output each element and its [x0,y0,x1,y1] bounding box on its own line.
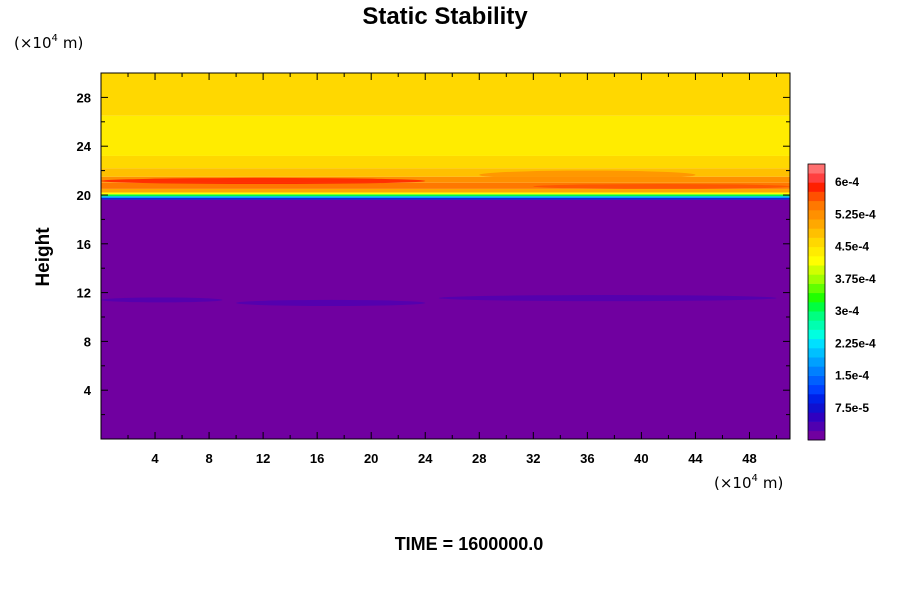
chart-title: Static Stability [362,3,528,30]
colorbar-segment-8 [808,357,825,367]
colorbar-segment-16 [808,283,825,294]
x-tick-label-1: 8 [205,451,212,466]
colorbar-segment-26 [808,191,825,202]
colorbar-segment-23 [808,219,825,229]
field-layer-4 [101,192,790,195]
x-tick-label-11: 48 [742,451,756,466]
colorbar-segment-9 [808,348,825,358]
heatmap-plot-area [101,73,790,439]
field-layer-8 [101,168,790,177]
y-axis-title: Height [33,227,54,287]
colorbar-segment-22 [808,228,825,238]
colorbar-segment-7 [808,366,825,376]
field-feature-2 [533,184,790,189]
colorbar-segment-10 [808,338,825,349]
colorbar-frame [807,163,826,441]
colorbar-segment-17 [808,274,825,284]
colorbar-segment-14 [808,302,825,312]
y-tick-label-4: 20 [77,188,91,203]
field-feature-1 [479,170,696,180]
field-feature-3 [101,297,223,303]
colorbar-tick-label-4: 3.75e-4 [835,272,876,286]
y-tick-label-3: 16 [77,237,91,252]
x-tick-label-10: 44 [688,451,703,466]
y-unit-label: (×104 m) [14,33,83,52]
x-tick-label-6: 28 [472,451,486,466]
colorbar-segment-12 [808,320,825,330]
field-layer-9 [101,155,790,169]
y-tick-label-6: 28 [77,90,91,105]
colorbar-segment-0 [808,430,825,441]
colorbar-tick-label-1: 1.5e-4 [835,369,869,383]
field-layer-0 [101,199,790,439]
y-tick-label-5: 24 [77,139,92,154]
colorbar-tick-label-2: 2.25e-4 [835,336,876,350]
colorbar-segment-15 [808,292,825,303]
colorbar-segment-11 [808,329,825,340]
colorbar-segment-5 [808,384,825,395]
colorbar-segment-18 [808,265,825,275]
colorbar-tick-label-3: 3e-4 [835,304,859,318]
colorbar-tick-label-6: 5.25e-4 [835,207,876,221]
y-tick-label-0: 4 [84,383,92,398]
field-layer-10 [101,115,790,156]
x-tick-label-8: 36 [580,451,594,466]
colorbar-segment-29 [808,164,825,174]
colorbar-segment-24 [808,210,825,220]
x-tick-label-7: 32 [526,451,540,466]
field-layer-7 [101,176,790,183]
field-layer-3 [101,194,790,197]
field-layer-1 [101,198,790,200]
colorbar-segment-20 [808,246,825,257]
x-tick-label-2: 12 [256,451,270,466]
field-feature-0 [101,177,426,185]
colorbar-segment-13 [808,311,825,321]
field-feature-4 [236,299,426,307]
colorbar: 7.5e-5 1.5e-4 2.25e-4 3e-4 3.75e-4 4.5e-4 5.25… [807,163,876,441]
colorbar-segment-1 [808,421,825,432]
field-layer-5 [101,188,790,193]
x-tick-label-9: 40 [634,451,648,466]
y-tick-label-1: 8 [84,334,91,349]
colorbar-segment-19 [808,256,825,266]
x-unit-label: (×104 m) [714,473,783,492]
x-tick-label-5: 24 [418,451,433,466]
x-tick-label-0: 4 [151,451,159,466]
time-label: TIME = 1600000.0 [395,534,544,554]
colorbar-segment-3 [808,403,825,413]
field-feature-5 [438,295,777,302]
colorbar-segment-28 [808,173,825,183]
x-tick-label-4: 20 [364,451,378,466]
colorbar-segment-21 [808,237,825,248]
colorbar-segment-4 [808,394,825,404]
field-layer-6 [101,182,790,189]
plot-frame [100,72,791,440]
colorbar-tick-label-5: 4.5e-4 [835,240,869,254]
colorbar-tick-label-0: 7.5e-5 [835,401,869,415]
colorbar-segment-25 [808,200,825,211]
colorbar-segment-2 [808,412,825,422]
colorbar-segment-6 [808,375,825,386]
y-tick-label-2: 12 [77,286,91,301]
colorbar-segment-27 [808,182,825,192]
field-layer-11 [101,73,790,116]
field-layer-2 [101,196,790,199]
colorbar-tick-label-7: 6e-4 [835,175,859,189]
x-tick-label-3: 16 [310,451,324,466]
